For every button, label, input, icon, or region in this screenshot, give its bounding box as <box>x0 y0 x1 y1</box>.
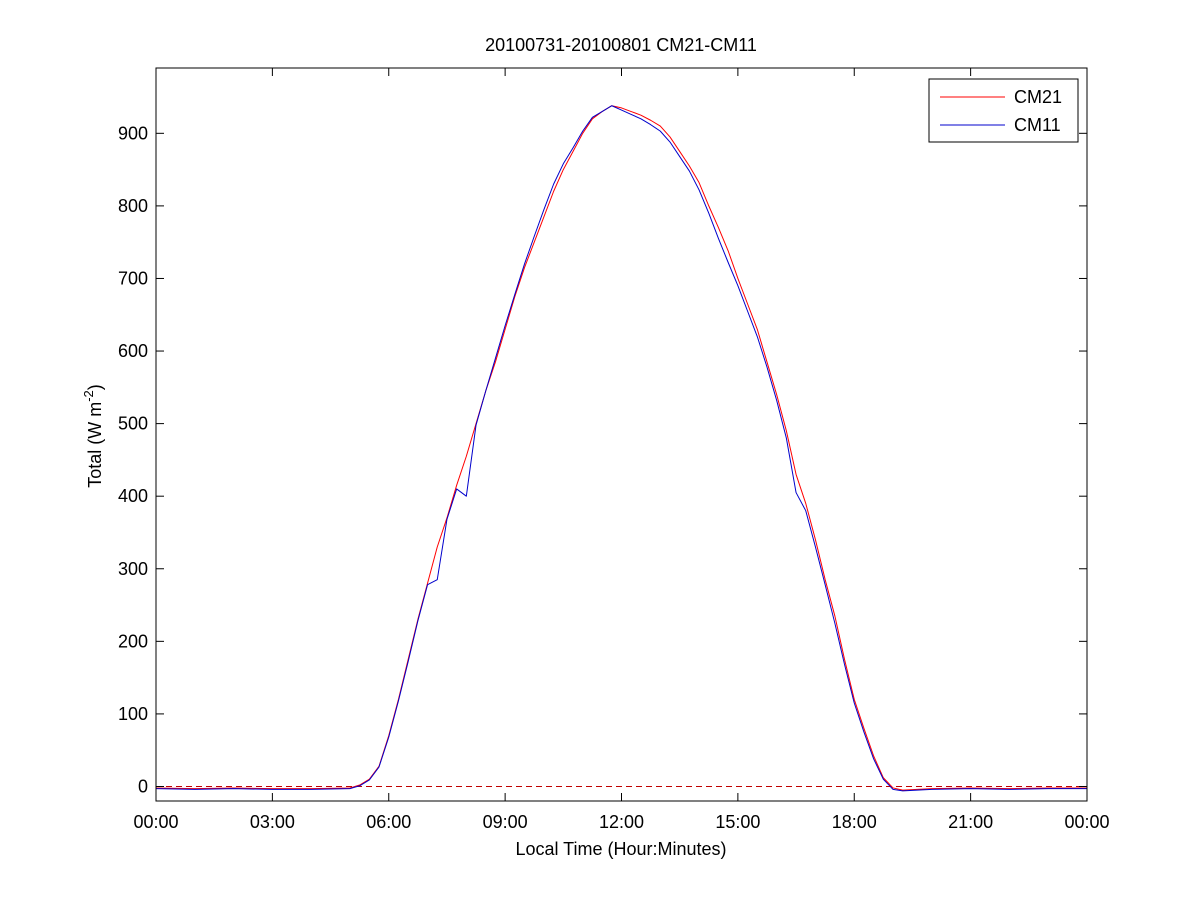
plot-area <box>155 105 1087 792</box>
y-tick-label: 200 <box>118 631 148 651</box>
y-axis-label: Total (W m-2) <box>81 384 105 488</box>
y-tick-label: 400 <box>118 486 148 506</box>
x-tick-label: 03:00 <box>250 812 295 832</box>
x-tick-label: 18:00 <box>832 812 877 832</box>
axes: 00:00 03:00 06:00 09:00 12:00 15:00 18:00 21:00… <box>118 67 1110 832</box>
series-line-cm11 <box>155 105 1087 792</box>
x-tick-label: 09:00 <box>483 812 528 832</box>
y-tick-label: 100 <box>118 704 148 724</box>
x-tick-label: 15:00 <box>715 812 760 832</box>
y-axis-label-main: Total (W m <box>85 402 105 488</box>
y-tick-label: 800 <box>118 196 148 216</box>
y-tick-label: 700 <box>118 268 148 288</box>
x-tick-label: 06:00 <box>366 812 411 832</box>
y-tick-label: 500 <box>118 414 148 434</box>
x-tick-label: 00:00 <box>1064 812 1109 832</box>
chart-title: 20100731-20100801 CM21-CM11 <box>485 35 757 55</box>
y-tick-label: 0 <box>138 776 148 796</box>
y-axis-label-superscript: -2 <box>81 390 96 402</box>
legend: CM21 CM11 <box>928 78 1079 143</box>
y-tick-label: 900 <box>118 123 148 143</box>
x-tick-label: 21:00 <box>948 812 993 832</box>
legend-label-cm21: CM21 <box>1014 87 1062 107</box>
y-tick-label: 300 <box>118 559 148 579</box>
x-tick-label: 12:00 <box>599 812 644 832</box>
x-tick-label: 00:00 <box>133 812 178 832</box>
legend-label-cm11: CM11 <box>1014 115 1061 135</box>
y-axis-label-tail: ) <box>85 384 105 390</box>
legend-box <box>928 78 1079 143</box>
y-tick-label: 600 <box>118 341 148 361</box>
x-axis-label: Local Time (Hour:Minutes) <box>515 839 726 859</box>
